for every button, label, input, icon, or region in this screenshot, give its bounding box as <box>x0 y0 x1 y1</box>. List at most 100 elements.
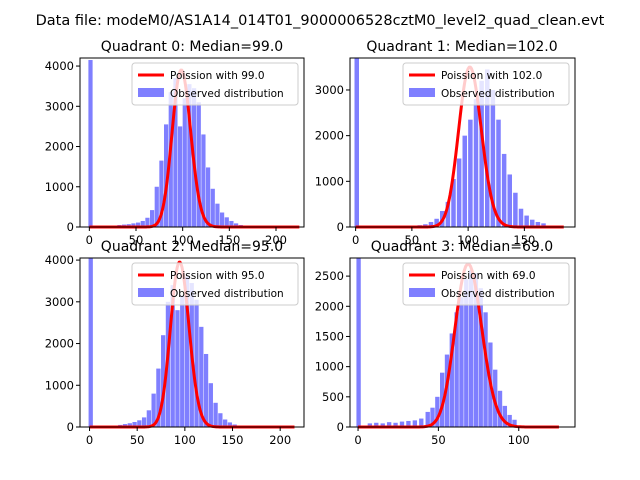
quadrant-3-legend-hist-label: Observed distribution <box>441 288 555 300</box>
quadrant-3-hist-bar-27 <box>507 414 512 427</box>
quadrant-2-x-tick-label-150: 150 <box>222 433 244 447</box>
quadrant-1-hist-bar-18 <box>496 119 501 227</box>
quadrant-1-title: Quadrant 1: Median=102.0 <box>366 39 557 55</box>
quadrant-1-hist-bar-16 <box>485 69 490 227</box>
quadrant-1-hist-bar-23 <box>524 215 529 227</box>
quadrant-0-legend-poisson-label: Poission with 99.0 <box>170 70 265 82</box>
quadrant-2-hist-bar-16 <box>184 276 190 427</box>
quadrant-0-hist-bar-24 <box>220 212 225 227</box>
quadrant-2-y-tick-label-2000: 2000 <box>45 337 74 351</box>
quadrant-1-hist-bar-7 <box>434 218 439 227</box>
quadrant-2-hist-bar-11 <box>161 335 166 427</box>
quadrant-1-hist-bar-19 <box>501 153 507 227</box>
quadrant-2-hist-bar-13 <box>170 285 175 427</box>
quadrant-3-y-tick-label-2500: 2500 <box>315 269 344 283</box>
quadrant-0-hist-bar-0 <box>88 60 93 228</box>
quadrant-3-hist-bar-22 <box>483 312 488 427</box>
quadrant-1-y-tick-label-2000: 2000 <box>315 129 344 143</box>
quadrant-0-x-tick-label-150: 150 <box>218 233 240 247</box>
quadrant-2-legend-hist-label: Observed distribution <box>170 288 284 300</box>
quadrant-0-hist-bar-22 <box>210 188 215 227</box>
quadrant-3-hist-bar-20 <box>473 273 479 427</box>
quadrant-1-legend-hist-swatch <box>409 88 435 97</box>
quadrant-3-y-tick-label-0: 0 <box>337 420 344 434</box>
quadrant-0-hist-bar-27 <box>234 223 239 227</box>
quadrant-3-hist-bar-16 <box>454 312 459 427</box>
quadrant-1-hist-bar-26 <box>541 223 546 227</box>
quadrant-0-hist-bar-11 <box>159 160 164 227</box>
quadrant-3-hist-bar-18 <box>464 279 469 428</box>
quadrant-2-title: Quadrant 2: Median=95.0 <box>101 239 283 255</box>
quadrant-0-hist-bar-15 <box>178 126 183 227</box>
quadrant-3-hist-bar-21 <box>478 288 483 427</box>
quadrant-1-hist-bar-24 <box>530 219 535 227</box>
quadrant-1-hist-bar-22 <box>518 208 524 227</box>
quadrant-2-x-tick-label-50: 50 <box>130 433 145 447</box>
quadrant-2-legend-poisson-label: Poission with 95.0 <box>170 270 265 282</box>
quadrant-2-legend-box <box>131 262 299 306</box>
quadrant-1-y-tick-label-3000: 3000 <box>315 83 344 97</box>
quadrant-0-hist-bar-17 <box>187 84 192 228</box>
quadrant-0-hist-bar-25 <box>224 217 229 227</box>
quadrant-0-hist-bar-23 <box>215 203 220 227</box>
quadrant-0-hist-bar-10 <box>154 186 159 227</box>
quadrant-2-y-tick-label-0: 0 <box>67 420 74 434</box>
quadrant-0-y-tick-label-0: 0 <box>67 220 74 234</box>
quadrant-1-legend-poisson-label: Poission with 102.0 <box>441 70 542 82</box>
quadrant-3-x-tick-label-100: 100 <box>508 433 530 447</box>
quadrant-1-hist-bar-13 <box>468 119 473 227</box>
quadrant-3-y-tick-label-2000: 2000 <box>315 299 344 313</box>
quadrant-2-hist-bar-6 <box>137 420 142 427</box>
quadrant-2-hist-bar-24 <box>222 419 228 427</box>
quadrant-1-hist-bar-11 <box>456 158 462 227</box>
quadrant-3-legend-hist-swatch <box>409 288 435 297</box>
quadrant-1-hist-bar-14 <box>473 99 479 227</box>
quadrant-3-hist-bar-25 <box>497 390 503 427</box>
quadrant-3-hist-bar-7 <box>406 420 411 427</box>
quadrant-0-y-tick-label-1000: 1000 <box>45 180 74 194</box>
quadrant-0-hist-bar-6 <box>136 222 141 227</box>
quadrant-3-hist-bar-15 <box>449 333 454 427</box>
quadrant-2-x-tick-label-200: 200 <box>269 433 291 447</box>
quadrant-2-hist-bar-25 <box>227 422 233 427</box>
quadrant-2-hist-bar-5 <box>132 421 137 427</box>
quadrant-2-hist-bar-9 <box>151 393 156 427</box>
quadrant-3-axes-frame <box>349 257 576 428</box>
quadrant-2-hist-bar-19 <box>199 326 204 427</box>
quadrant-1-hist-bar-20 <box>507 174 512 227</box>
quadrant-3-y-tick-label-1000: 1000 <box>315 360 344 374</box>
quadrant-2-axes-frame <box>79 257 305 428</box>
quadrant-2-y-tick-label-1000: 1000 <box>45 378 74 392</box>
quadrant-3-hist-bar-17 <box>459 297 464 427</box>
quadrant-3-hist-bar-11 <box>430 407 435 427</box>
quadrant-0-legend-hist-label: Observed distribution <box>170 88 284 100</box>
quadrant-1-y-tick-label-0: 0 <box>337 220 344 234</box>
quadrant-1-axes-frame <box>349 57 576 228</box>
quadrant-3-hist-bar-5 <box>393 422 398 427</box>
quadrant-0-axes-frame <box>79 57 305 228</box>
quadrant-2-y-tick-label-4000: 4000 <box>45 253 74 267</box>
quadrant-1-legend-hist-label: Observed distribution <box>441 88 555 100</box>
quadrant-3-hist-bar-9 <box>419 418 424 427</box>
quadrant-1-hist-bar-0 <box>354 58 359 227</box>
quadrant-3-hist-bar-28 <box>512 419 517 427</box>
quadrant-3-title: Quadrant 3: Median=69.0 <box>371 239 553 255</box>
quadrant-2-hist-bar-22 <box>213 402 218 427</box>
quadrant-1-x-tick-label-100: 100 <box>457 233 479 247</box>
quadrant-3-hist-bar-4 <box>386 422 392 427</box>
quadrant-3-hist-bar-12 <box>435 396 440 427</box>
quadrant-0-y-tick-label-2000: 2000 <box>45 140 74 154</box>
quadrant-2-hist-bar-18 <box>194 299 199 427</box>
quadrant-0-hist-bar-5 <box>131 223 136 227</box>
quadrant-3-hist-bar-10 <box>425 411 430 427</box>
quadrant-2-hist-bar-20 <box>203 353 209 427</box>
quadrant-3-legend-poisson-label: Poission with 69.0 <box>441 270 536 282</box>
quadrant-2-hist-bar-4 <box>127 423 132 427</box>
quadrant-1-hist-bar-17 <box>490 89 496 227</box>
quadrant-3-hist-bar-6 <box>399 421 405 427</box>
quadrant-2-y-tick-label-3000: 3000 <box>45 295 74 309</box>
quadrant-3-hist-bar-1 <box>367 423 373 427</box>
quadrant-2-hist-bar-0 <box>88 258 93 427</box>
quadrant-1-hist-bar-12 <box>462 135 467 227</box>
